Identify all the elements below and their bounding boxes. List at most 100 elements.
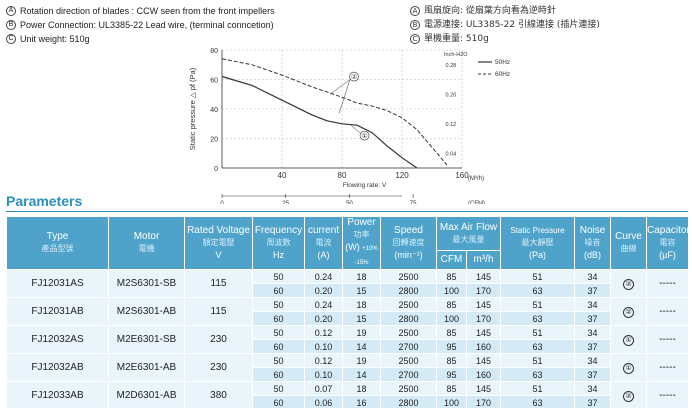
cell-type: FJ12033AB — [6, 381, 109, 408]
cell-type: FJ12031AS — [6, 269, 109, 298]
x2-unit-label: (CFM) — [468, 201, 485, 204]
header-speed: Speed 回轉速度 (min⁻¹) — [380, 216, 437, 270]
legend-label-60hz: 60Hz — [495, 71, 510, 78]
cell-speed: 2800 — [380, 311, 437, 326]
cell-m3h: 145 — [465, 325, 502, 340]
cell-freq: 50 — [252, 353, 305, 368]
y-tick-label: 80 — [210, 48, 218, 55]
curve-mark: ② — [623, 306, 635, 318]
cell-speed: 2800 — [380, 395, 437, 408]
header-m3h: m³/h — [465, 250, 502, 270]
cell-cfm: 85 — [436, 325, 467, 340]
header-cfm: CFM — [436, 250, 467, 270]
cell-curve: ② — [610, 297, 648, 326]
header-pressure: Static Pressure 最大靜壓 (Pa) — [500, 216, 576, 270]
cell-capacitor: ----- — [646, 325, 690, 354]
cell-pa: 63 — [500, 395, 576, 408]
cell-cfm: 85 — [436, 269, 467, 284]
cell-speed: 2700 — [380, 367, 437, 382]
cell-speed: 2500 — [380, 381, 437, 396]
cell-voltage: 115 — [184, 297, 253, 326]
cell-curve: ② — [610, 269, 648, 298]
table-row: FJ12032AS M2E6301-SB 230 50 0.12 19 2500 85 145 5… — [6, 325, 690, 354]
cell-db: 37 — [574, 367, 612, 382]
cell-power: 15 — [342, 311, 381, 326]
cell-current: 0.12 — [304, 325, 343, 340]
cell-cfm: 85 — [436, 297, 467, 312]
cell-motor: M2E6301-AB — [108, 353, 185, 382]
leader-line — [338, 79, 351, 114]
cell-capacitor: ----- — [646, 269, 690, 298]
cell-db: 34 — [574, 269, 612, 284]
x2-tick-label: 25 — [282, 201, 289, 204]
cell-voltage: 230 — [184, 353, 253, 382]
cell-power: 19 — [342, 353, 381, 368]
cell-freq: 60 — [252, 339, 305, 354]
y2-unit-label: Inch-H2O — [444, 52, 468, 58]
cell-pa: 51 — [500, 269, 576, 284]
note-text: Power Connection: UL3385-22 Lead wire, (… — [20, 20, 274, 30]
curve-marker — [349, 71, 359, 82]
curve-mark: ① — [623, 362, 635, 374]
x2-tick-label: 50 — [346, 201, 353, 204]
cell-curve: ① — [610, 325, 648, 354]
curve-marker — [359, 130, 370, 141]
y-tick-label: 40 — [210, 107, 218, 114]
cell-m3h: 160 — [465, 339, 502, 354]
cell-m3h: 145 — [465, 353, 502, 368]
cell-current: 0.10 — [304, 339, 343, 354]
cell-power: 18 — [342, 269, 381, 284]
cell-cfm: 100 — [436, 283, 467, 298]
cell-db: 37 — [574, 339, 612, 354]
circle-c-icon: C — [410, 34, 420, 44]
cell-current: 0.12 — [304, 353, 343, 368]
cell-pa: 63 — [500, 283, 576, 298]
cell-speed: 2800 — [380, 283, 437, 298]
circle-a-icon: A — [410, 6, 420, 16]
series-line-60hz — [221, 58, 448, 166]
cell-m3h: 145 — [465, 381, 502, 396]
header-frequency: Frequency 周波數 Hz — [252, 216, 305, 270]
cell-capacitor: ----- — [646, 381, 690, 408]
note-text: 風扇旋向: 從扇葉方向看為逆時針 — [424, 6, 556, 16]
cell-db: 37 — [574, 311, 612, 326]
x-tick-label: 80 — [338, 171, 347, 180]
cell-cfm: 95 — [436, 339, 467, 354]
note-text: Unit weight: 510g — [20, 34, 90, 44]
header-airflow: Max Air Flow 最大風量 — [435, 215, 502, 252]
x-tick-label: 160 — [455, 171, 469, 180]
leader-line — [350, 125, 361, 134]
cell-db: 37 — [574, 395, 612, 408]
y2-tick-label: 0.04 — [446, 151, 457, 157]
x2-tick-label: 75 — [410, 201, 417, 204]
cell-freq: 50 — [252, 269, 305, 284]
note-text: Rotation direction of blades : CCW seen … — [20, 6, 275, 16]
note-text: 電源連接: UL3385-22 引線連接 (插片連接) — [424, 20, 600, 30]
table-row: 60 0.10 14 2700 95 160 63 37 — [7, 367, 689, 382]
cell-freq: 60 — [252, 311, 305, 326]
curve-mark: ② — [623, 278, 635, 290]
cell-db: 34 — [574, 381, 612, 396]
note-weight: C Unit weight: 510g — [6, 32, 275, 46]
note-weight-zh: C 單機重量: 510g — [410, 32, 600, 46]
cell-freq: 60 — [252, 395, 305, 408]
cell-m3h: 170 — [465, 283, 502, 298]
y2-tick-label: 0.28 — [446, 63, 457, 69]
header-voltage: Rated Voltage 額定電壓 V — [184, 216, 253, 270]
circle-a-icon: A — [6, 6, 16, 16]
cell-db: 34 — [574, 353, 612, 368]
cell-capacitor: ----- — [646, 297, 690, 326]
performance-chart: 0 20 40 60 80 40 80 120 160 0 25 50 75 (M³/h) (CFM) Flo… — [188, 48, 510, 204]
cell-motor: M2S6301-SB — [108, 269, 185, 298]
cell-speed: 2500 — [380, 269, 437, 284]
note-rotation-zh: A 風扇旋向: 從扇葉方向看為逆時針 — [410, 4, 600, 18]
y-tick-label: 0 — [214, 166, 218, 173]
cell-freq: 50 — [252, 381, 305, 396]
section-title: Parameters — [6, 193, 83, 209]
table-row: FJ12031AS M2S6301-SB 115 50 0.24 18 2500 85 145 5… — [6, 269, 690, 298]
section-divider — [6, 211, 688, 212]
cell-cfm: 85 — [436, 381, 467, 396]
cell-curve: ① — [610, 353, 648, 382]
cell-power: 18 — [342, 297, 381, 312]
cell-motor: M2E6301-SB — [108, 325, 185, 354]
